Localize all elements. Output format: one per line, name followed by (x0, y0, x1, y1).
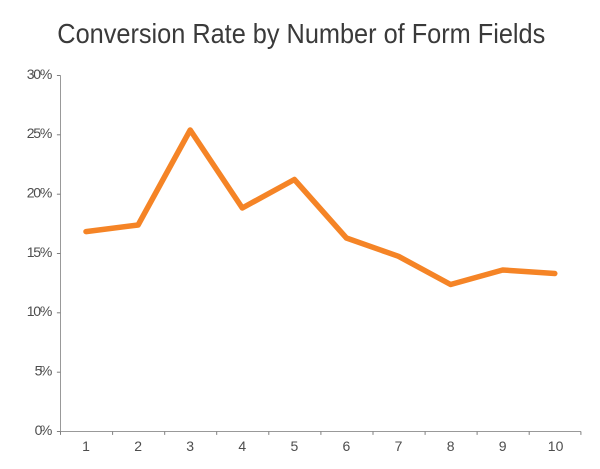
svg-text:7: 7 (395, 438, 403, 454)
svg-text:15%: 15% (27, 244, 53, 260)
svg-text:10%: 10% (27, 303, 53, 319)
svg-text:25%: 25% (27, 125, 53, 141)
svg-text:9: 9 (499, 438, 507, 454)
svg-text:6: 6 (343, 438, 351, 454)
svg-text:30%: 30% (27, 66, 53, 82)
svg-text:20%: 20% (27, 185, 53, 201)
svg-text:3: 3 (186, 438, 194, 454)
svg-text:4: 4 (238, 438, 246, 454)
svg-text:0%: 0% (35, 422, 53, 438)
svg-text:1: 1 (82, 438, 90, 454)
svg-text:10: 10 (548, 438, 564, 454)
svg-text:8: 8 (447, 438, 455, 454)
svg-text:5: 5 (291, 438, 299, 454)
svg-text:5%: 5% (35, 363, 53, 379)
svg-text:2: 2 (134, 438, 142, 454)
svg-text:Conversion Rate by Number of F: Conversion Rate by Number of Form Fields (57, 18, 545, 49)
